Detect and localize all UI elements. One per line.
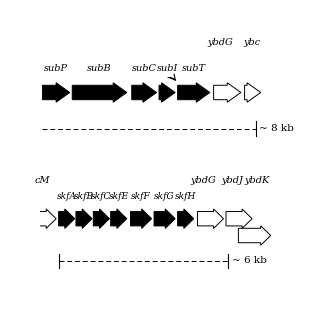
Text: skfG: skfG xyxy=(154,192,175,201)
Text: subC: subC xyxy=(132,64,157,73)
Text: ybdG: ybdG xyxy=(207,38,233,47)
Text: subB: subB xyxy=(87,64,112,73)
Text: ~ 6 kb: ~ 6 kb xyxy=(232,256,267,265)
FancyArrow shape xyxy=(197,209,224,228)
FancyArrow shape xyxy=(59,209,75,228)
Text: ~ 8 kb: ~ 8 kb xyxy=(260,124,294,133)
Text: ybdJ: ybdJ xyxy=(221,176,243,185)
Text: skfC: skfC xyxy=(91,192,112,201)
FancyArrow shape xyxy=(76,209,92,228)
FancyArrow shape xyxy=(178,209,194,228)
FancyArrow shape xyxy=(43,83,70,102)
Text: subT: subT xyxy=(182,64,206,73)
Text: subP: subP xyxy=(44,64,68,73)
FancyArrow shape xyxy=(154,209,175,228)
FancyArrow shape xyxy=(214,83,241,102)
Text: ybdG: ybdG xyxy=(191,176,217,185)
Text: skfE: skfE xyxy=(109,192,129,201)
FancyArrow shape xyxy=(111,209,127,228)
Text: ybc: ybc xyxy=(244,38,261,47)
FancyArrow shape xyxy=(238,226,271,245)
Text: skfA: skfA xyxy=(57,192,77,201)
FancyArrow shape xyxy=(244,83,261,102)
FancyArrow shape xyxy=(72,83,127,102)
Text: ybdK: ybdK xyxy=(244,176,270,185)
FancyArrow shape xyxy=(178,83,210,102)
FancyArrow shape xyxy=(93,209,109,228)
FancyArrow shape xyxy=(226,209,252,228)
Text: skfF: skfF xyxy=(131,192,151,201)
FancyArrow shape xyxy=(159,83,175,102)
FancyArrow shape xyxy=(131,209,152,228)
Text: skfB: skfB xyxy=(74,192,94,201)
Text: cM: cM xyxy=(35,176,51,185)
Text: subI: subI xyxy=(156,64,178,73)
FancyArrow shape xyxy=(37,209,56,228)
FancyArrow shape xyxy=(132,83,156,102)
Text: skfH: skfH xyxy=(175,192,196,201)
